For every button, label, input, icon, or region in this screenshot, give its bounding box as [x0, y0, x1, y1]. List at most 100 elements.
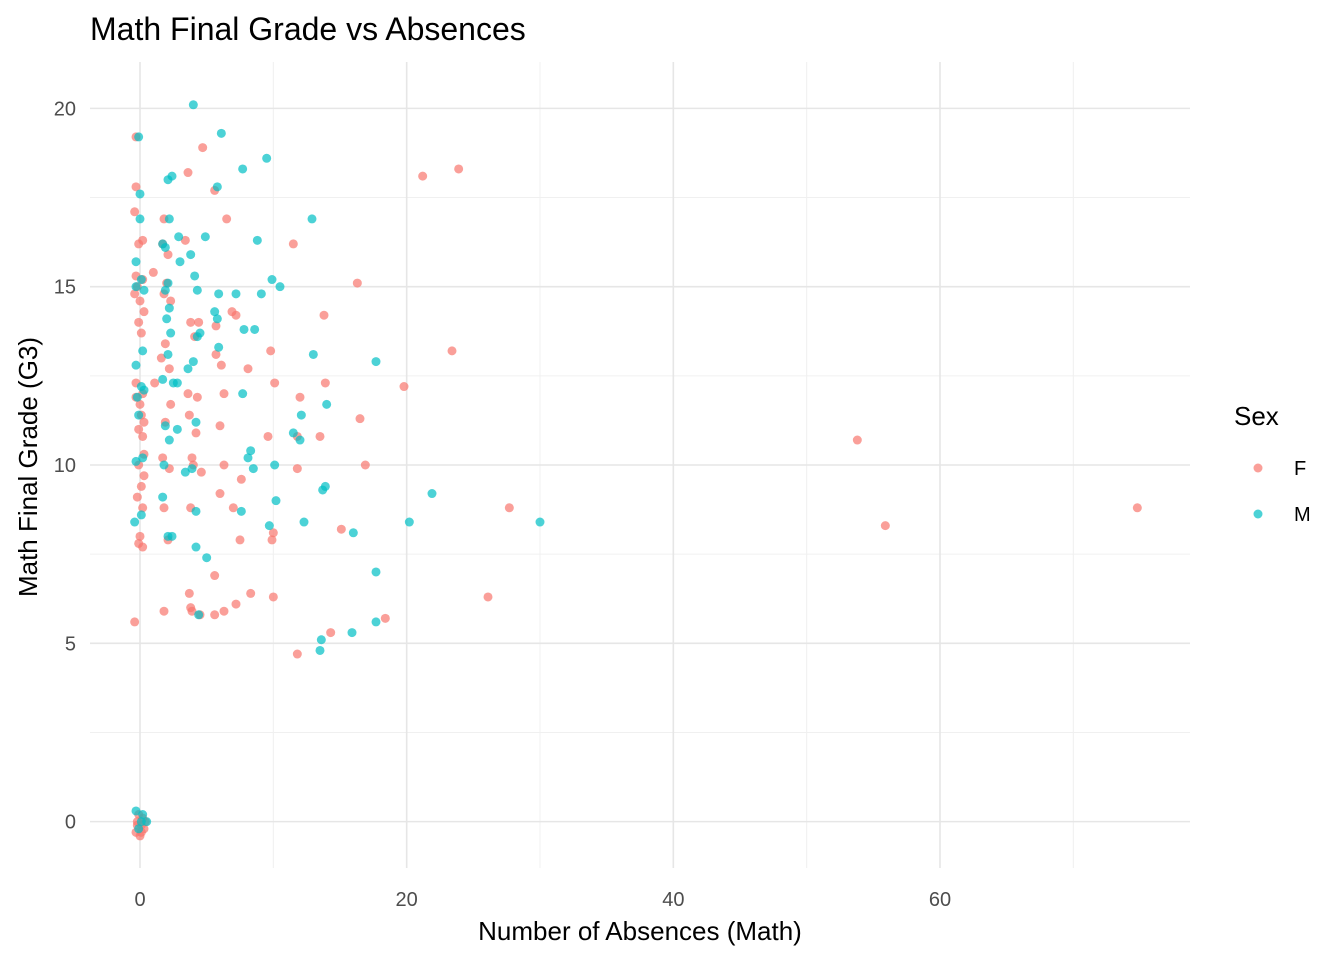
- data-point-f: [150, 378, 160, 388]
- x-tick-labels: 0 20 40 60: [134, 889, 951, 911]
- data-point-m: [166, 328, 176, 338]
- data-point-f: [268, 592, 278, 602]
- data-point-m: [138, 346, 148, 356]
- data-point-m: [308, 349, 318, 359]
- data-point-m: [131, 456, 141, 466]
- data-point-m: [174, 232, 184, 242]
- data-point-f: [138, 542, 148, 552]
- y-tick-label: 10: [54, 455, 76, 477]
- data-point-f: [139, 471, 149, 481]
- data-point-m: [243, 453, 253, 463]
- data-point-m: [180, 467, 190, 477]
- data-point-m: [139, 385, 149, 395]
- data-point-f: [135, 399, 145, 409]
- data-point-m: [139, 285, 149, 295]
- x-tick-label: 40: [662, 889, 684, 911]
- data-point-m: [192, 332, 202, 342]
- legend: Sex F M: [1234, 401, 1311, 526]
- data-point-f: [158, 453, 168, 463]
- data-point-f: [136, 481, 146, 491]
- data-point-f: [326, 628, 336, 638]
- data-point-m: [175, 257, 185, 267]
- data-point-m: [183, 364, 193, 374]
- data-point-m: [238, 164, 248, 174]
- data-point-m: [212, 314, 222, 324]
- data-point-f: [148, 267, 158, 277]
- data-point-m: [134, 410, 144, 420]
- data-point-f: [134, 317, 144, 327]
- data-point-f: [210, 571, 220, 581]
- data-point-m: [214, 342, 224, 352]
- data-point-f: [198, 143, 208, 153]
- data-point-f: [138, 503, 148, 513]
- data-point-f: [270, 378, 280, 388]
- data-point-m: [214, 289, 224, 299]
- chart-title: Math Final Grade vs Absences: [90, 11, 526, 47]
- data-point-f: [184, 410, 194, 420]
- y-tick-label: 0: [65, 812, 76, 834]
- data-point-f: [187, 606, 197, 616]
- data-point-m: [239, 324, 249, 334]
- data-point-m: [164, 303, 174, 313]
- data-point-m: [202, 553, 212, 563]
- data-point-m: [191, 506, 201, 516]
- data-point-f: [292, 464, 302, 474]
- gridlines: [90, 62, 1190, 868]
- data-point-m: [316, 635, 326, 645]
- data-point-f: [219, 389, 229, 399]
- data-point-f: [164, 364, 174, 374]
- data-point-f: [292, 649, 302, 659]
- legend-key-m: [1253, 509, 1263, 519]
- data-point-f: [156, 353, 166, 363]
- data-point-m: [134, 132, 144, 142]
- data-point-m: [296, 410, 306, 420]
- data-point-f: [219, 460, 229, 470]
- data-point-f: [483, 592, 493, 602]
- data-point-m: [131, 257, 141, 267]
- data-point-m: [404, 517, 414, 527]
- data-point-m: [315, 645, 325, 655]
- data-point-m: [186, 250, 196, 260]
- data-point-m: [138, 810, 148, 820]
- data-point-m: [135, 214, 145, 224]
- data-point-m: [162, 314, 172, 324]
- data-point-m: [200, 232, 210, 242]
- data-point-m: [347, 628, 357, 638]
- data-point-m: [136, 510, 146, 520]
- data-point-m: [427, 489, 437, 499]
- data-point-f: [315, 431, 325, 441]
- data-point-f: [134, 239, 144, 249]
- data-point-f: [139, 417, 149, 427]
- data-point-m: [131, 360, 141, 370]
- data-point-m: [250, 324, 260, 334]
- y-axis-title: Math Final Grade (G3): [13, 337, 43, 597]
- data-point-f: [399, 382, 409, 392]
- data-point-m: [252, 235, 262, 245]
- data-point-f: [211, 349, 221, 359]
- data-point-m: [210, 307, 220, 317]
- data-point-f: [138, 431, 148, 441]
- data-point-f: [210, 610, 220, 620]
- data-point-f: [263, 431, 273, 441]
- data-point-m: [160, 242, 170, 252]
- data-point-m: [167, 531, 177, 541]
- data-point-m: [131, 806, 141, 816]
- data-point-f: [235, 535, 245, 545]
- data-point-f: [1132, 503, 1142, 513]
- data-point-f: [380, 613, 390, 623]
- data-point-f: [166, 296, 176, 306]
- data-point-f: [160, 339, 170, 349]
- data-point-f: [166, 399, 176, 409]
- data-point-m: [299, 517, 309, 527]
- data-point-m: [135, 189, 145, 199]
- data-point-m: [190, 271, 200, 281]
- data-point-m: [262, 153, 272, 163]
- data-point-m: [236, 506, 246, 516]
- data-point-f: [163, 250, 173, 260]
- data-point-m: [138, 453, 148, 463]
- data-point-m: [191, 542, 201, 552]
- data-point-m: [212, 182, 222, 192]
- data-point-m: [158, 492, 168, 502]
- data-point-m: [167, 171, 177, 181]
